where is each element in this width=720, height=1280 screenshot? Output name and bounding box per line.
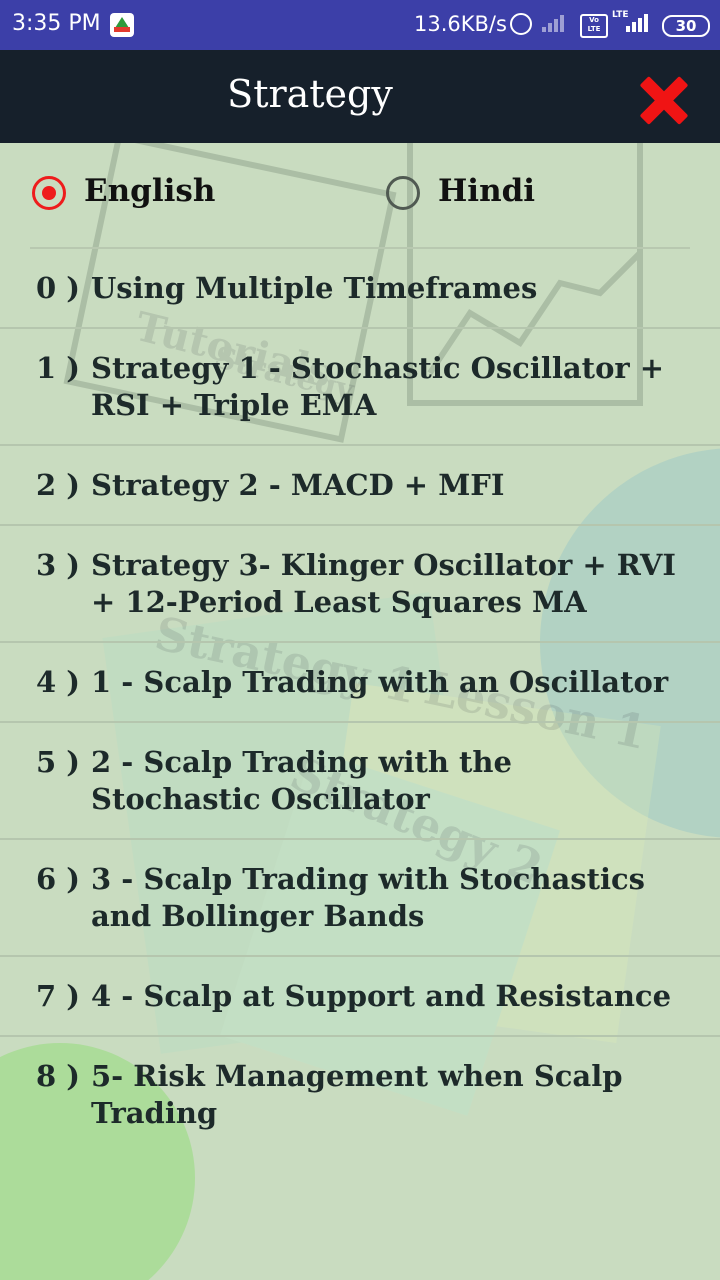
item-title: 2 - Scalp Trading with the Stochastic Os… [91,745,512,816]
item-number: 7 ) [36,979,80,1013]
battery-icon: 30 [662,15,710,37]
language-label-english: English [84,173,216,209]
language-selector: English Hindi [0,143,720,247]
page-title: Strategy [227,72,393,116]
item-number: 3 ) [36,548,80,582]
item-number: 5 ) [36,745,80,779]
item-number: 2 ) [36,468,80,502]
list-item[interactable]: 8 ) 5- Risk Management when Scalp Tradin… [0,1037,720,1152]
item-title: Using Multiple Timeframes [91,271,538,305]
content-area: Tutorials Strategy Strategy 1 Lesson 1 S… [0,143,720,1280]
status-time: 3:35 PM [12,11,101,36]
item-number: 4 ) [36,665,80,699]
list-item[interactable]: 3 ) Strategy 3- Klinger Oscillator + RVI… [0,526,720,643]
network-speed: 13.6KB/s [414,12,507,36]
list-item[interactable]: 1 ) Strategy 1 - Stochastic Oscillator +… [0,329,720,446]
lte-label: LTE [612,10,629,20]
item-title: 3 - Scalp Trading with Stochastics and B… [91,862,645,933]
item-number: 0 ) [36,271,80,305]
item-number: 6 ) [36,862,80,896]
app-bar: Strategy [0,50,720,143]
radio-unchecked-icon[interactable] [386,176,420,210]
item-number: 1 ) [36,351,80,385]
divider [30,247,690,249]
item-title: Strategy 1 - Stochastic Oscillator + RSI… [91,351,665,422]
list-item[interactable]: 4 ) 1 - Scalp Trading with an Oscillator [0,643,720,723]
item-title: 1 - Scalp Trading with an Oscillator [91,665,669,699]
list-item[interactable]: 7 ) 4 - Scalp at Support and Resistance [0,957,720,1037]
list-item[interactable]: 6 ) 3 - Scalp Trading with Stochastics a… [0,840,720,957]
status-bar: 3:35 PM 13.6KB/s Vo LTE LTE 30 [0,0,720,50]
close-icon[interactable] [638,74,690,126]
item-number: 8 ) [36,1059,80,1093]
item-title: Strategy 2 - MACD + MFI [91,468,505,502]
alarm-icon [510,13,532,35]
list-item[interactable]: 0 ) Using Multiple Timeframes [0,249,720,329]
item-title: Strategy 3- Klinger Oscillator + RVI + 1… [91,548,676,619]
strategy-list: 0 ) Using Multiple Timeframes 1 ) Strate… [0,249,720,1152]
status-icons: Vo LTE LTE 30 [508,10,713,38]
list-item[interactable]: 2 ) Strategy 2 - MACD + MFI [0,446,720,526]
radio-checked-icon[interactable] [32,176,66,210]
item-title: 5- Risk Management when Scalp Trading [91,1059,623,1130]
language-label-hindi: Hindi [438,173,536,209]
list-item[interactable]: 5 ) 2 - Scalp Trading with the Stochasti… [0,723,720,840]
app-notification-icon [110,13,134,37]
volte-icon: Vo LTE [580,14,608,38]
item-title: 4 - Scalp at Support and Resistance [91,979,672,1013]
